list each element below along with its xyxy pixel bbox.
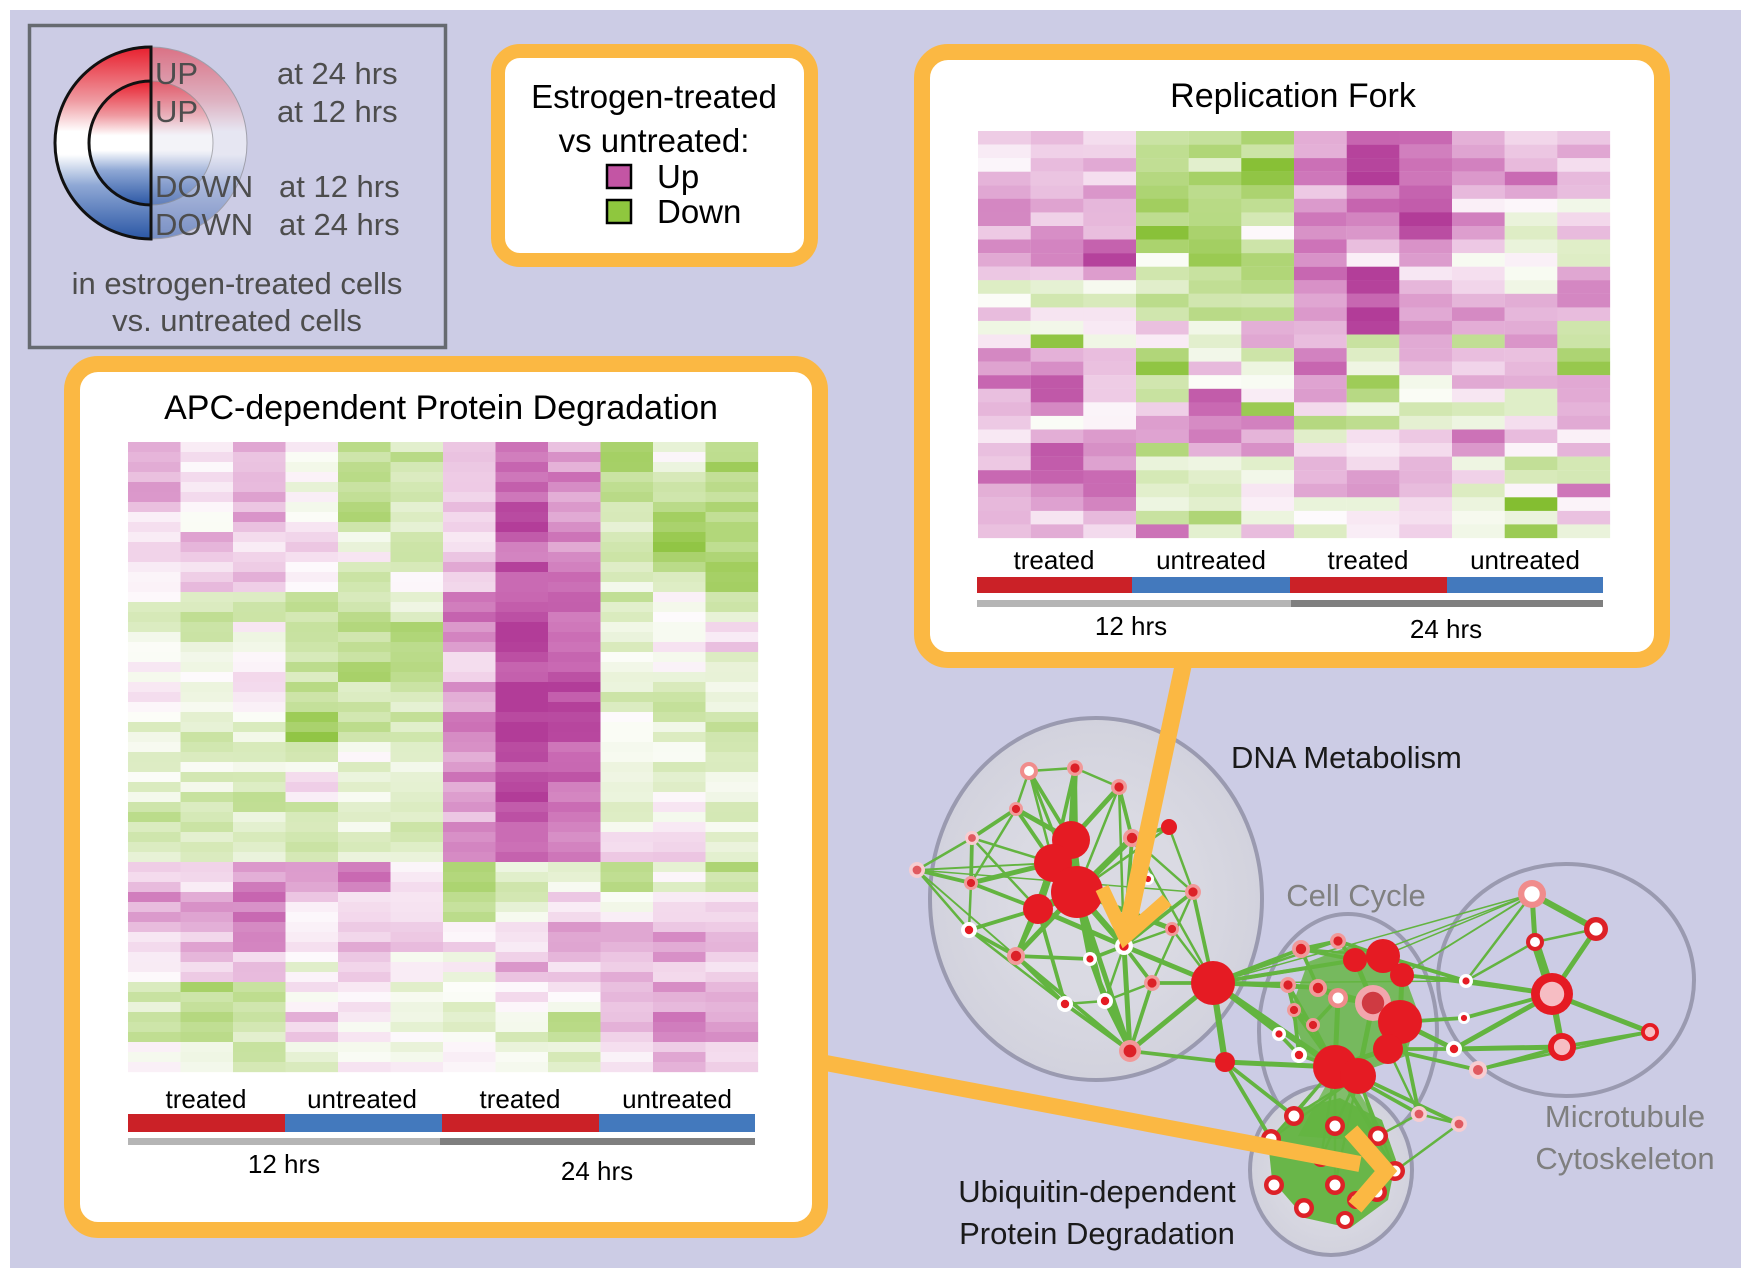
svg-text:untreated: untreated [1156,545,1266,575]
svg-text:vs. untreated cells: vs. untreated cells [112,303,362,338]
svg-text:at 12 hrs: at 12 hrs [279,169,400,204]
svg-text:24 hrs: 24 hrs [561,1156,633,1186]
svg-text:untreated: untreated [307,1084,417,1114]
svg-text:at 24 hrs: at 24 hrs [277,56,398,91]
svg-text:in estrogen-treated cells: in estrogen-treated cells [72,266,403,301]
svg-text:UP: UP [155,56,198,91]
svg-text:Ubiquitin-dependent: Ubiquitin-dependent [958,1174,1236,1209]
svg-text:untreated: untreated [622,1084,732,1114]
svg-text:at 12 hrs: at 12 hrs [277,94,398,129]
svg-text:Cell Cycle: Cell Cycle [1286,878,1426,913]
svg-text:vs untreated:: vs untreated: [559,122,750,159]
svg-text:Estrogen-treated: Estrogen-treated [531,78,777,115]
svg-text:UP: UP [155,94,198,129]
svg-text:24 hrs: 24 hrs [1410,614,1482,644]
svg-text:DOWN: DOWN [155,169,253,204]
svg-text:Up: Up [657,158,699,195]
svg-text:Down: Down [657,193,741,230]
svg-text:at 24 hrs: at 24 hrs [279,207,400,242]
svg-text:APC-dependent Protein Degradat: APC-dependent Protein Degradation [164,389,718,427]
svg-text:treated: treated [1328,545,1409,575]
svg-text:Replication Fork: Replication Fork [1170,77,1417,115]
svg-text:Protein Degradation: Protein Degradation [959,1216,1235,1251]
svg-text:treated: treated [1014,545,1095,575]
svg-text:12 hrs: 12 hrs [1095,611,1167,641]
svg-text:treated: treated [480,1084,561,1114]
svg-text:DOWN: DOWN [155,207,253,242]
svg-text:DNA Metabolism: DNA Metabolism [1231,740,1462,775]
svg-text:treated: treated [166,1084,247,1114]
svg-text:untreated: untreated [1470,545,1580,575]
svg-text:12 hrs: 12 hrs [248,1149,320,1179]
svg-text:Microtubule: Microtubule [1545,1099,1705,1134]
svg-text:Cytoskeleton: Cytoskeleton [1535,1141,1714,1176]
